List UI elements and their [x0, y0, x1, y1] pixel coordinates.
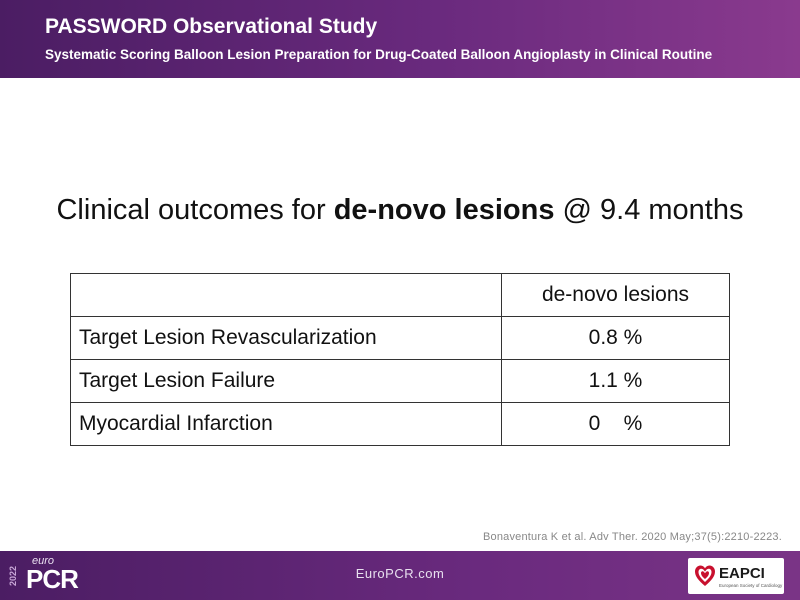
heart-icon	[695, 565, 715, 586]
footer-url-link[interactable]: EuroPCR.com	[355, 566, 445, 581]
headline-prefix: Clinical outcomes for	[56, 194, 334, 226]
headline-suffix: @ 9.4 months	[554, 194, 744, 226]
eapci-label: EAPCI	[719, 565, 765, 582]
row-label: Myocardial Infarction	[70, 402, 502, 446]
study-subtitle: Systematic Scoring Balloon Lesion Prepar…	[45, 47, 713, 62]
eapci-sublabel: European Society of Cardiology	[719, 583, 783, 588]
slide-headline: Clinical outcomes for de-novo lesions @ …	[0, 194, 800, 227]
row-value: 0 %	[501, 402, 730, 446]
table-row: Myocardial Infarction 0 %	[70, 402, 730, 446]
citation-text: Bonaventura K et al. Adv Ther. 2020 May;…	[482, 531, 782, 543]
row-label: Target Lesion Failure	[70, 359, 502, 403]
footer-banner: 2022 euro PCR EuroPCR.com EAPCI European…	[0, 551, 800, 600]
headline-bold: de-novo lesions	[333, 194, 555, 226]
table-row: Target Lesion Revascularization 0.8 %	[70, 316, 730, 360]
europcr-logo: PCR	[26, 564, 79, 594]
header-banner: PASSWORD Observational Study Systematic …	[0, 0, 800, 78]
row-label: Target Lesion Revascularization	[70, 316, 502, 360]
outcomes-table: de-novo lesions Target Lesion Revascular…	[70, 273, 730, 446]
eapci-logo: EAPCI European Society of Cardiology	[688, 558, 784, 594]
row-value: 1.1 %	[501, 359, 730, 403]
study-title: PASSWORD Observational Study	[45, 15, 378, 38]
column-header: de-novo lesions	[501, 273, 730, 317]
logo-euro: euro	[32, 555, 55, 567]
row-value: 0.8 %	[501, 316, 730, 360]
table-row: Target Lesion Failure 1.1 %	[70, 359, 730, 403]
table-header-row: de-novo lesions	[70, 273, 730, 317]
table-corner-cell	[70, 273, 502, 317]
